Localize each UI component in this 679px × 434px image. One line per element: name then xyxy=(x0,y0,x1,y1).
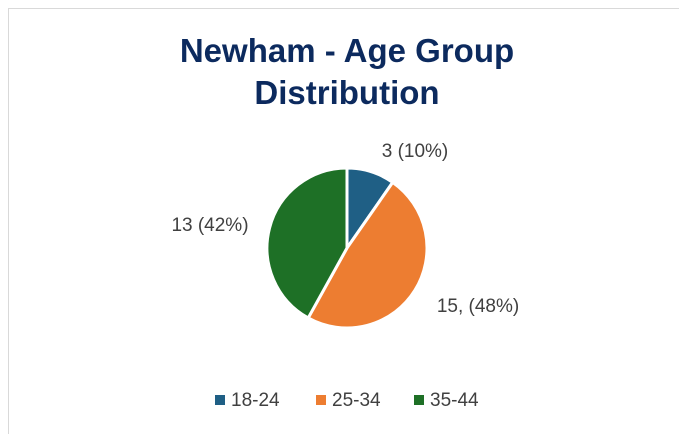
chart-frame xyxy=(8,8,679,434)
data-label: 15, (48%) xyxy=(437,296,519,317)
data-label: 13 (42%) xyxy=(171,215,248,236)
legend-label: 35-44 xyxy=(430,390,479,411)
chart-title: Newham - Age Group Distribution xyxy=(179,32,515,111)
data-label: 3 (10%) xyxy=(382,141,449,162)
legend-swatch xyxy=(414,395,424,405)
legend-swatch xyxy=(316,395,326,405)
legend-label: 18-24 xyxy=(231,390,280,411)
pie-slice xyxy=(265,166,349,320)
pie-slice xyxy=(306,180,429,330)
legend-swatch xyxy=(215,395,225,405)
legend-label: 25-34 xyxy=(332,390,381,411)
